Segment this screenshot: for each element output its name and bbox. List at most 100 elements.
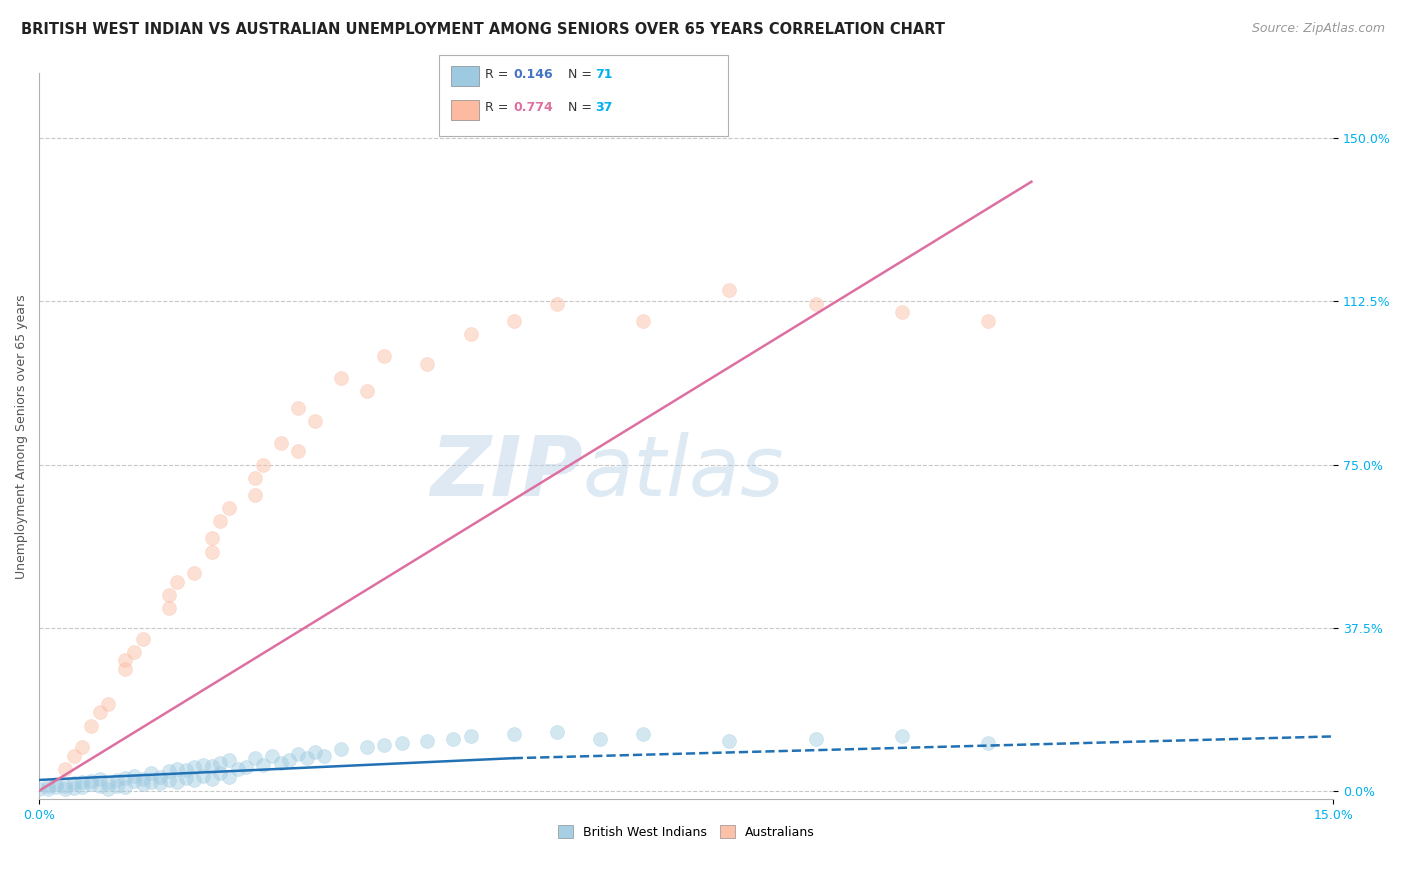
- Point: [201, 544, 224, 558]
- Point: [97, 697, 120, 711]
- Point: [441, 731, 464, 746]
- Point: [416, 358, 439, 372]
- Point: [262, 749, 284, 764]
- Point: [80, 777, 103, 791]
- Point: [295, 751, 318, 765]
- Point: [131, 772, 153, 786]
- Point: [37, 782, 59, 797]
- Point: [718, 733, 741, 747]
- Point: [191, 768, 214, 782]
- Point: [356, 740, 378, 755]
- Point: [304, 414, 326, 428]
- Point: [28, 781, 51, 796]
- Point: [252, 458, 274, 472]
- Point: [330, 742, 353, 756]
- Point: [312, 749, 335, 764]
- Point: [546, 725, 568, 739]
- Point: [97, 781, 120, 796]
- Point: [131, 777, 153, 791]
- Point: [53, 782, 76, 797]
- Point: [287, 444, 309, 458]
- Point: [105, 772, 128, 787]
- Point: [270, 756, 292, 770]
- Point: [226, 762, 249, 776]
- Point: [174, 763, 197, 777]
- Point: [157, 601, 180, 615]
- Point: [209, 514, 232, 528]
- Point: [105, 779, 128, 793]
- Point: [72, 740, 94, 755]
- Point: [201, 772, 224, 786]
- Point: [201, 758, 224, 772]
- Point: [45, 780, 67, 795]
- Point: [157, 588, 180, 602]
- Text: ZIP: ZIP: [430, 432, 582, 513]
- Point: [122, 768, 145, 782]
- Point: [252, 757, 274, 772]
- Point: [373, 738, 395, 752]
- Point: [804, 296, 827, 310]
- Point: [209, 756, 232, 770]
- Point: [589, 731, 612, 746]
- Point: [287, 401, 309, 415]
- Text: 37: 37: [595, 102, 612, 114]
- Point: [891, 305, 914, 319]
- Point: [804, 731, 827, 746]
- Text: 0.146: 0.146: [513, 68, 553, 80]
- Point: [502, 314, 524, 328]
- Point: [141, 775, 163, 789]
- Point: [53, 762, 76, 776]
- Point: [89, 706, 111, 720]
- Point: [157, 764, 180, 779]
- Text: 0.774: 0.774: [513, 102, 553, 114]
- Point: [122, 774, 145, 789]
- Point: [62, 749, 84, 764]
- Point: [243, 488, 266, 502]
- Text: 71: 71: [595, 68, 612, 80]
- Point: [304, 745, 326, 759]
- Point: [122, 644, 145, 658]
- Point: [891, 730, 914, 744]
- Point: [72, 775, 94, 789]
- Text: R =: R =: [485, 102, 512, 114]
- Point: [149, 776, 172, 790]
- Point: [157, 772, 180, 787]
- Point: [977, 314, 1000, 328]
- Point: [45, 777, 67, 791]
- Point: [243, 751, 266, 765]
- Text: N =: N =: [560, 68, 596, 80]
- Point: [460, 326, 482, 341]
- Point: [183, 772, 205, 787]
- Text: BRITISH WEST INDIAN VS AUSTRALIAN UNEMPLOYMENT AMONG SENIORS OVER 65 YEARS CORRE: BRITISH WEST INDIAN VS AUSTRALIAN UNEMPL…: [21, 22, 945, 37]
- Text: N =: N =: [560, 102, 596, 114]
- Point: [201, 532, 224, 546]
- Point: [502, 727, 524, 741]
- Point: [114, 771, 136, 785]
- Point: [53, 779, 76, 793]
- Point: [718, 284, 741, 298]
- Point: [183, 760, 205, 774]
- Text: atlas: atlas: [582, 432, 785, 513]
- Point: [131, 632, 153, 646]
- Point: [356, 384, 378, 398]
- Point: [235, 760, 257, 774]
- Point: [416, 733, 439, 747]
- Point: [243, 470, 266, 484]
- Point: [330, 370, 353, 384]
- Point: [149, 770, 172, 784]
- Point: [391, 736, 413, 750]
- Point: [166, 775, 188, 789]
- Legend: British West Indians, Australians: British West Indians, Australians: [553, 821, 820, 844]
- Point: [631, 314, 654, 328]
- Point: [270, 435, 292, 450]
- Point: [62, 781, 84, 796]
- Point: [141, 766, 163, 780]
- Point: [546, 296, 568, 310]
- Point: [191, 757, 214, 772]
- Point: [114, 653, 136, 667]
- Point: [37, 780, 59, 794]
- Point: [89, 780, 111, 794]
- Point: [278, 753, 301, 767]
- Point: [631, 727, 654, 741]
- Text: R =: R =: [485, 68, 512, 80]
